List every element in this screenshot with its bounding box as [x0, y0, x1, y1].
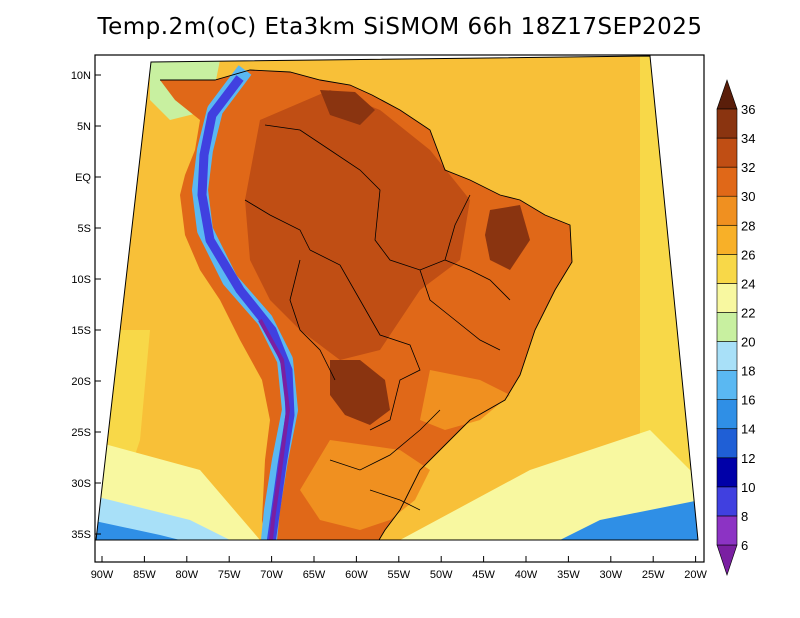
colorbar-label: 20: [741, 335, 755, 350]
chart-title: Temp.2m(oC) Eta3km SiSMOM 66h 18Z17SEP20…: [97, 14, 703, 40]
colorbar-segment: [716, 428, 738, 459]
central-hot-area: [330, 360, 390, 425]
colorbar-segment: [716, 341, 738, 371]
latitude-axis: 10N 5N EQ 5S 10S 15S 20S 25S 30S 35S: [71, 70, 101, 541]
lon-tick-label: 30W: [599, 569, 622, 581]
colorbar-segment: [716, 312, 738, 342]
northeast-hot-area: [485, 205, 530, 270]
colorbar-label: 26: [741, 247, 755, 262]
southeast-mild-land: [420, 370, 510, 430]
colorbar-label: 22: [741, 305, 755, 320]
colorbar-segment: [716, 457, 738, 488]
colorbar-label: 24: [741, 276, 755, 291]
colorbar-label: 16: [741, 393, 755, 408]
atlantic-south-cold: [560, 500, 698, 540]
colorbar-label: 36: [741, 102, 755, 117]
amazon-hot-core: [245, 90, 470, 360]
colorbar-segment: [716, 137, 738, 168]
lon-tick-label: 65W: [303, 569, 326, 581]
lat-tick-label: 30S: [71, 478, 91, 490]
colorbar-max-triangle: [716, 79, 738, 110]
colorbar-label: 6: [741, 538, 748, 553]
ocean-south-cold: [96, 520, 180, 540]
south-mild-land: [300, 440, 430, 530]
colorbar-segment: [716, 108, 738, 139]
lat-tick-label: 5S: [78, 223, 91, 235]
map-field: [96, 56, 698, 540]
colorbar-label: 28: [741, 218, 755, 233]
colorbar-label: 34: [741, 131, 755, 146]
colorbar-min-triangle: [716, 544, 738, 576]
colorbar-label: 18: [741, 364, 755, 379]
colorbar-segment: [716, 370, 738, 400]
colorbar-segment: [716, 195, 738, 226]
lat-tick-label: 15S: [71, 325, 91, 337]
atlantic-south-mild: [400, 430, 698, 540]
lon-tick-label: 80W: [175, 569, 198, 581]
colorbar-segment: [716, 283, 738, 313]
country-borders: [244, 124, 511, 511]
ocean-south-warm: [96, 330, 250, 540]
north-hot-area: [320, 90, 375, 125]
lon-tick-label: 60W: [345, 569, 368, 581]
longitude-axis: 90W 85W 80W 75W 70W 65W 60W 55W 50W 45W 40W 35W 30W 2…: [91, 556, 708, 581]
lon-tick-label: 20W: [684, 569, 707, 581]
map-frame: [94, 54, 705, 563]
andes-coldest-band: [258, 319, 290, 540]
lon-tick-label: 35W: [557, 569, 580, 581]
lat-tick-label: 20S: [71, 376, 91, 388]
colorbar-segment: [716, 486, 738, 517]
lon-tick-label: 55W: [387, 569, 410, 581]
colorbar-segment: [716, 224, 738, 255]
lon-tick-label: 25W: [642, 569, 665, 581]
lat-tick-label: 25S: [71, 427, 91, 439]
lon-tick-label: 45W: [472, 569, 495, 581]
colorbar-segment: [716, 515, 738, 546]
lon-tick-label: 40W: [515, 569, 538, 581]
lon-tick-label: 90W: [91, 569, 114, 581]
colorbar: 6 8 10 12 14 16 18 20 22 24 26 28 30 32 34 36: [716, 79, 755, 576]
colorbar-label: 12: [741, 451, 755, 466]
colorbar-label: 32: [741, 160, 755, 175]
coastline: [160, 69, 573, 540]
lon-tick-label: 50W: [430, 569, 453, 581]
colorbar-segment: [716, 399, 738, 430]
colorbar-segment: [716, 254, 738, 284]
colorbar-label: 8: [741, 509, 748, 524]
colorbar-label: 10: [741, 480, 755, 495]
lon-tick-label: 70W: [260, 569, 283, 581]
lat-tick-label: EQ: [75, 172, 91, 184]
colorbar-segment: [716, 166, 738, 197]
lat-tick-label: 35S: [71, 529, 91, 541]
lon-tick-label: 75W: [218, 569, 241, 581]
lat-tick-label: 10S: [71, 274, 91, 286]
lat-tick-label: 5N: [77, 121, 91, 133]
colorbar-label: 14: [741, 422, 755, 437]
lon-tick-label: 85W: [133, 569, 156, 581]
map-domain-edge: [95, 55, 699, 541]
colorbar-label: 30: [741, 189, 755, 204]
lat-tick-label: 10N: [71, 70, 91, 82]
